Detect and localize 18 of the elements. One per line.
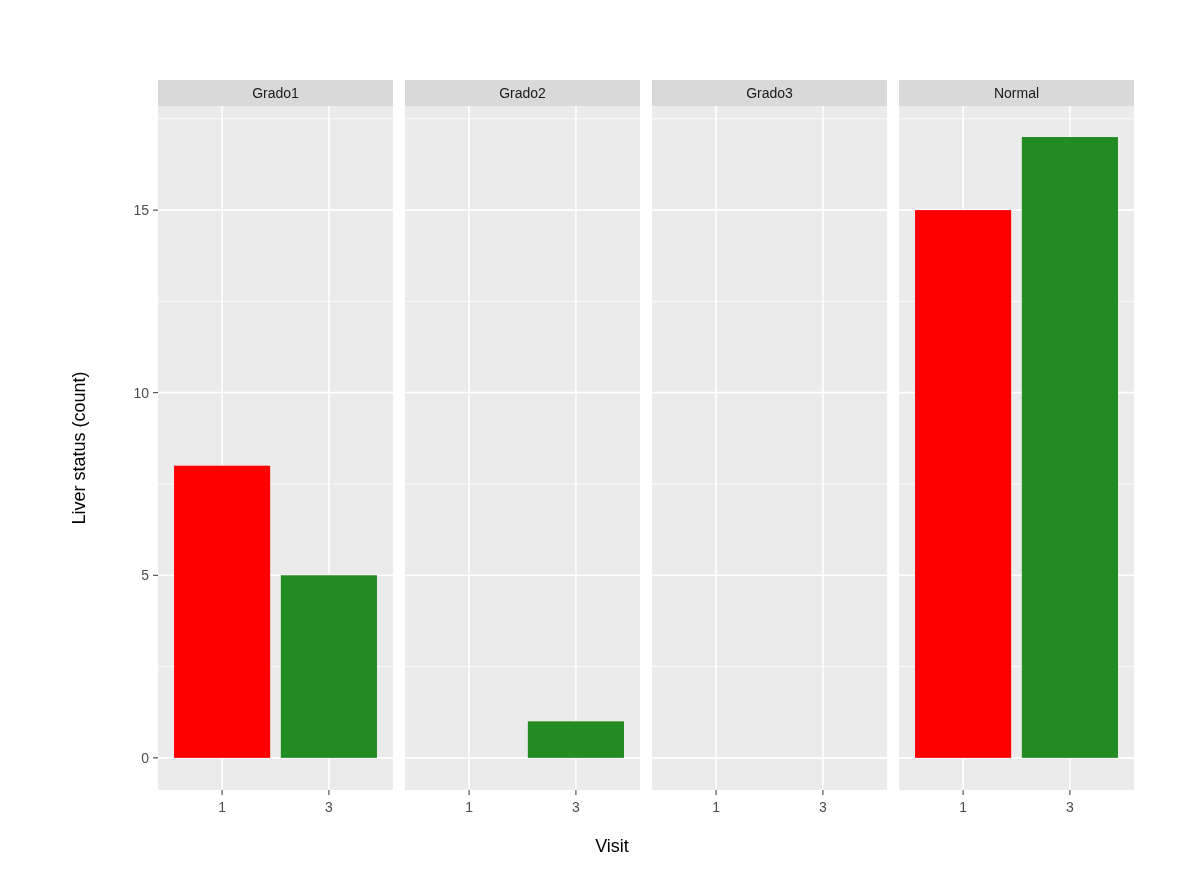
chart-title: Normal: [993, 85, 1040, 101]
y-tick-label: 0: [141, 749, 150, 766]
chart-title: Grado3: [746, 85, 794, 101]
x-tick-label: 3: [1066, 799, 1075, 815]
x-tick-label: 3: [572, 799, 581, 815]
y-axis-title: Liver status (count): [69, 371, 89, 525]
chart-title: Grado1: [252, 85, 300, 101]
y-tick-label: 15: [133, 202, 150, 219]
x-axis-title: Visit: [595, 836, 629, 856]
x-tick-label: 1: [712, 799, 721, 815]
x-tick-label: 1: [465, 799, 474, 815]
x-tick-label: 3: [325, 799, 334, 815]
chart-title: Grado2: [499, 85, 547, 101]
x-tick-label: 1: [959, 799, 968, 815]
y-tick-label: 5: [141, 567, 150, 584]
x-tick-label: 3: [819, 799, 828, 815]
y-tick-label: 10: [133, 384, 150, 401]
x-tick-label: 1: [218, 799, 227, 815]
